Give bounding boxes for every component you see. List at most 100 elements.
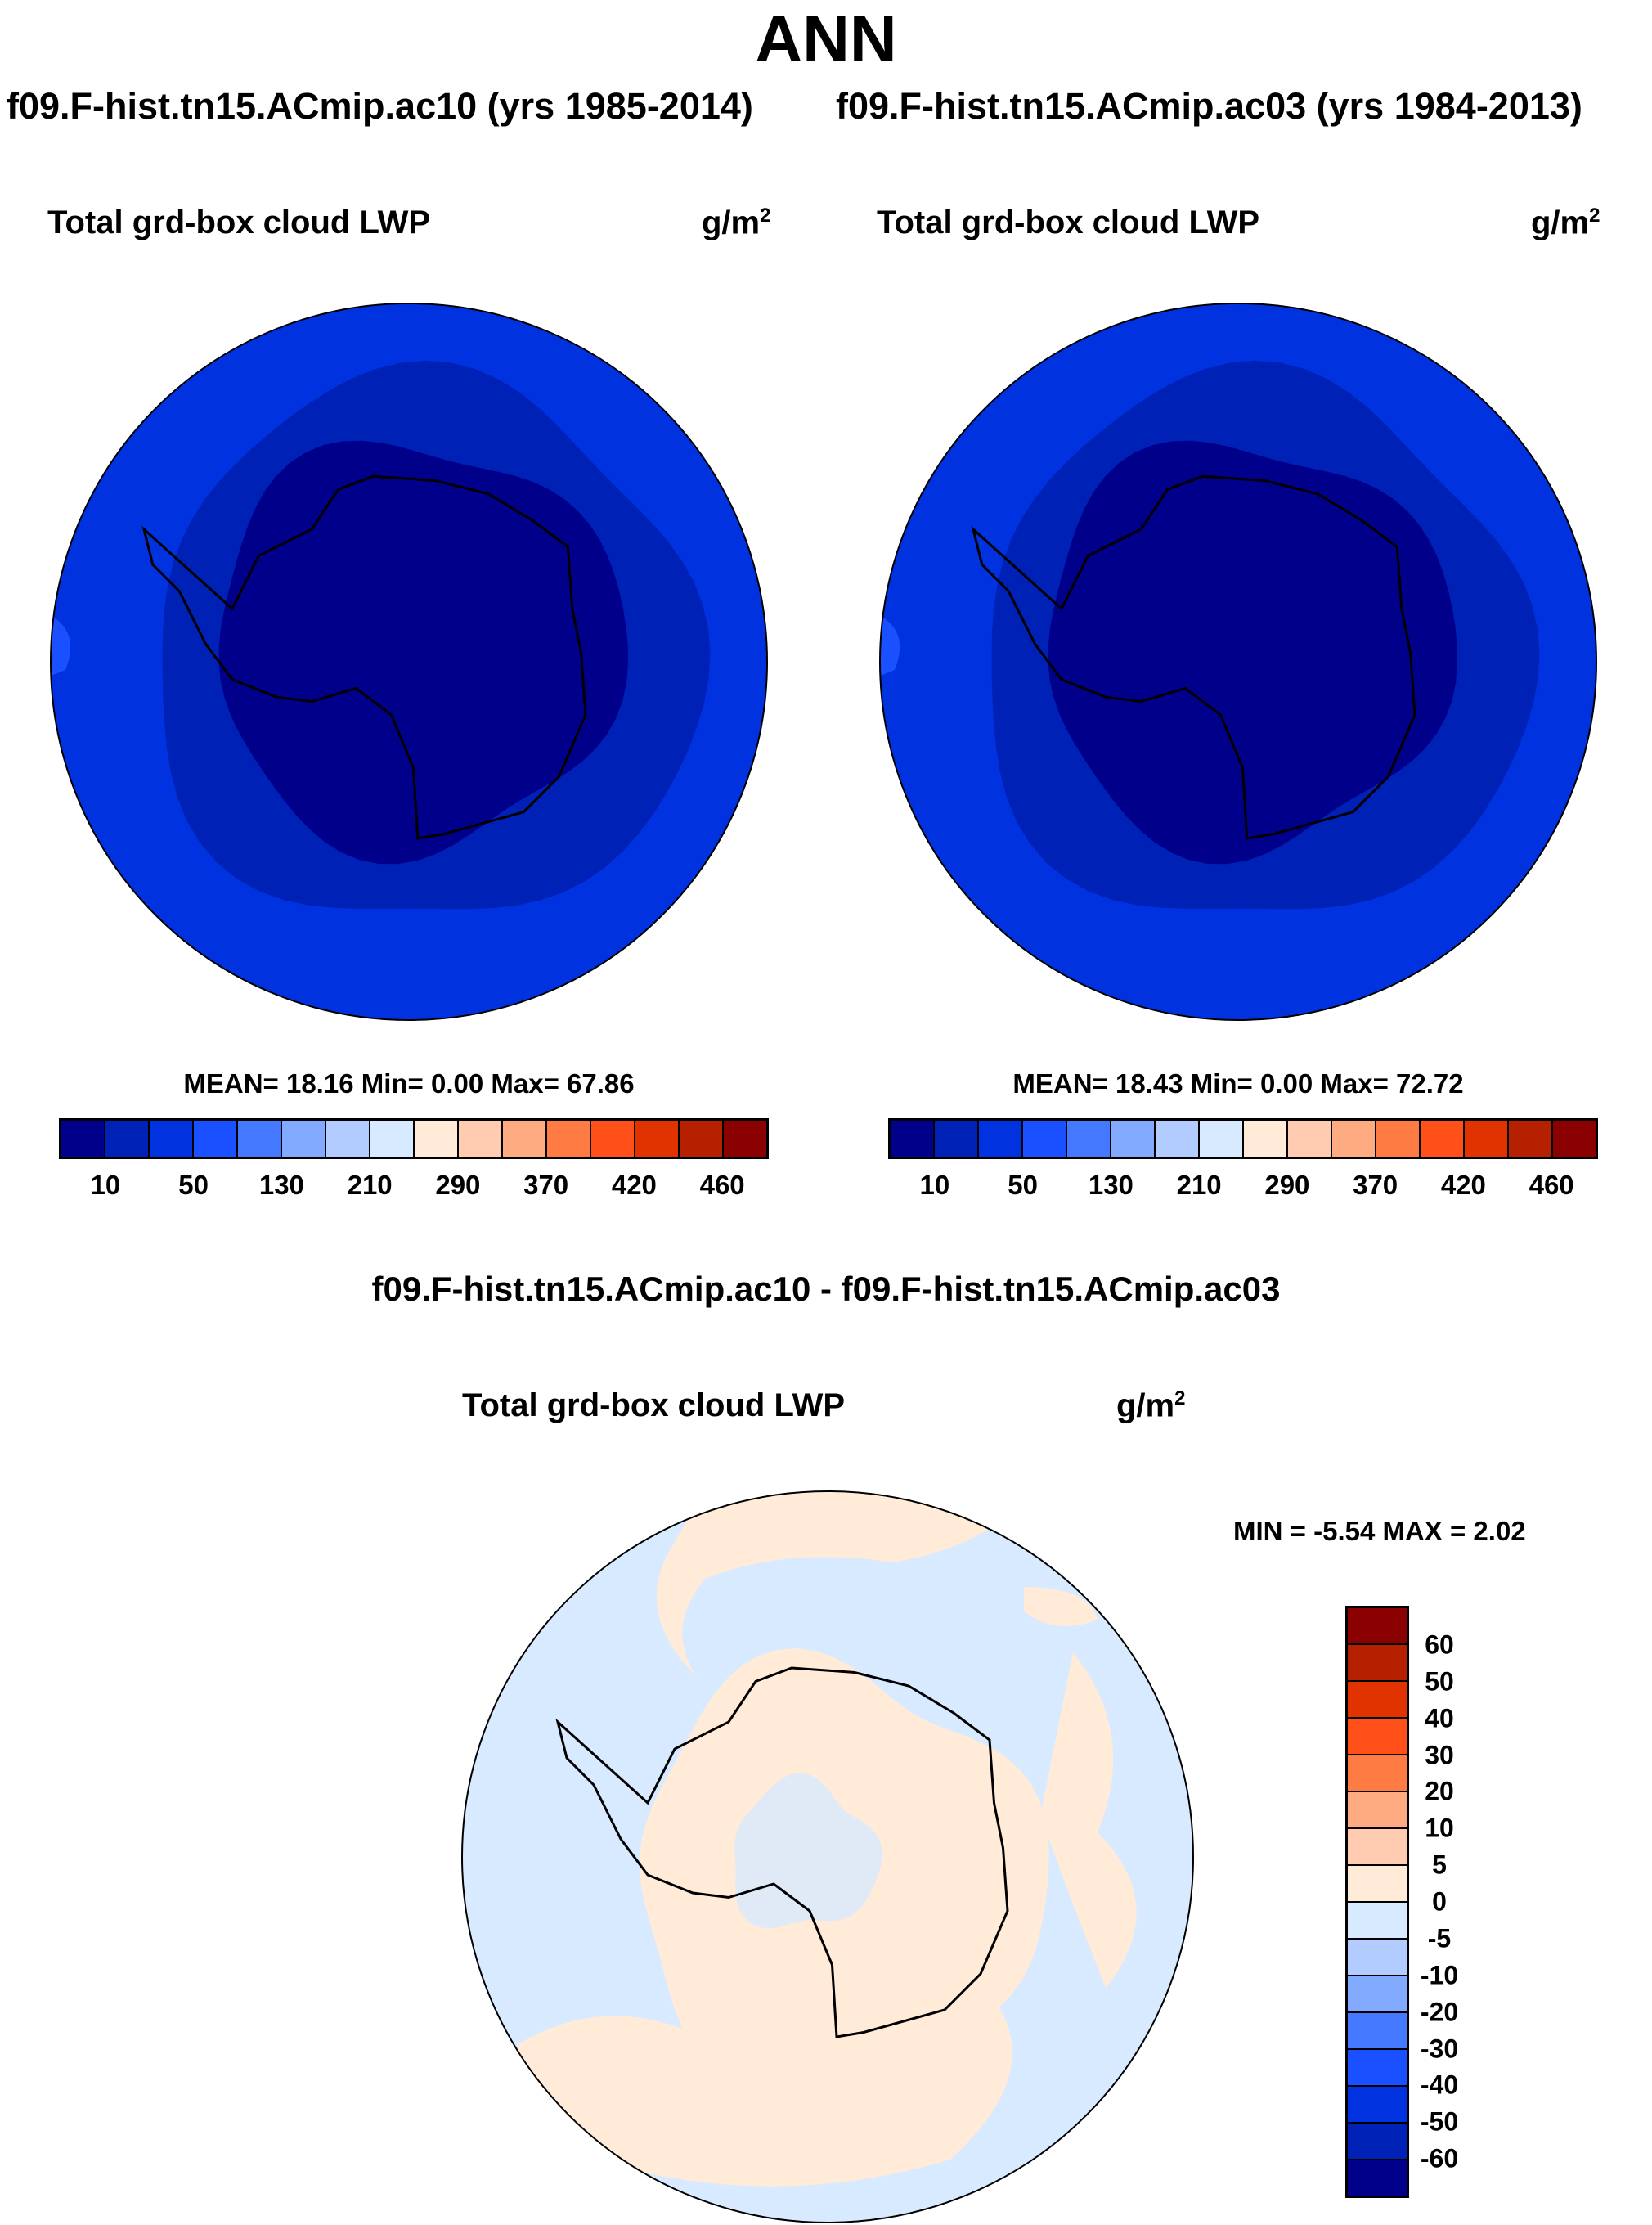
colorbar-tick-label: 460 — [699, 1170, 745, 1200]
colorbar-box — [1348, 2050, 1407, 2087]
panel2-map — [879, 303, 1597, 1021]
units-sup: 2 — [1589, 205, 1600, 227]
colorbar-box — [591, 1121, 635, 1157]
colorbar-box — [459, 1121, 503, 1157]
colorbar-tick-label: 370 — [1353, 1170, 1398, 1200]
colorbar-box — [1348, 1755, 1407, 1792]
colorbar-tick-label: -30 — [1420, 2034, 1459, 2063]
map-fill — [880, 303, 1596, 1020]
panel1-title: Total grd-box cloud LWP — [47, 205, 431, 240]
panel3-title: Total grd-box cloud LWP — [462, 1387, 846, 1423]
colorbar-box — [1244, 1121, 1288, 1157]
colorbar-box — [326, 1121, 370, 1157]
main-title: ANN — [755, 2, 897, 75]
colorbar-tick-label: 20 — [1425, 1776, 1454, 1806]
colorbar-box — [1348, 1976, 1407, 2013]
units-sup: 2 — [1174, 1387, 1186, 1409]
colorbar-box — [1348, 1792, 1407, 1829]
panel1-map — [50, 303, 768, 1021]
colorbar-box — [282, 1121, 326, 1157]
units-text: g/m — [1116, 1387, 1175, 1424]
colorbar-tick-label: 460 — [1529, 1170, 1574, 1200]
negative-region — [734, 1773, 882, 1929]
colorbar-tick-label: 10 — [1425, 1813, 1454, 1843]
colorbar-box — [370, 1121, 415, 1157]
units-text: g/m — [1531, 205, 1590, 241]
colorbar-box — [1348, 1940, 1407, 1976]
colorbar-tick-label: -20 — [1420, 1997, 1459, 2027]
map-border — [50, 303, 768, 1021]
colorbar-tick-label: 370 — [523, 1170, 569, 1200]
colorbar-tick-label: 10 — [90, 1170, 121, 1200]
colorbar-box — [1348, 1645, 1407, 1682]
colorbar-tick-label: 50 — [1008, 1170, 1038, 1200]
colorbar-box — [1288, 1121, 1332, 1157]
panel1-units: g/m2 — [702, 205, 770, 241]
colorbar-box — [891, 1121, 935, 1157]
colorbar-tick-label: 210 — [1176, 1170, 1222, 1200]
colorbar-box — [1348, 1682, 1407, 1719]
panel3-map — [461, 1490, 1194, 2223]
colorbar-tick-label: 130 — [258, 1170, 304, 1200]
colorbar-tick-label: 420 — [1440, 1170, 1486, 1200]
colorbar-box — [1348, 2087, 1407, 2124]
colorbar-tick-label: 30 — [1425, 1740, 1454, 1769]
contour-band-inner — [1048, 440, 1458, 865]
colorbar-box — [61, 1121, 105, 1157]
colorbar-box — [635, 1121, 680, 1157]
colorbar-box — [194, 1121, 238, 1157]
panel1-colorbar — [59, 1118, 769, 1159]
subtitle-right: f09.F-hist.tn15.ACmip.ac03 (yrs 1984-201… — [836, 85, 1582, 127]
colorbar-box — [1348, 2013, 1407, 2050]
colorbar-box — [1553, 1121, 1596, 1157]
units-sup: 2 — [760, 205, 771, 227]
map-border — [879, 303, 1597, 1021]
colorbar-box — [503, 1121, 547, 1157]
map-fill — [462, 1491, 1193, 2223]
colorbar-tick-label: 5 — [1432, 1850, 1447, 1880]
colorbar-tick-label: 130 — [1088, 1170, 1134, 1200]
panel3-colorbar — [1345, 1606, 1409, 2198]
panel2-units: g/m2 — [1531, 205, 1600, 241]
colorbar-box — [415, 1121, 459, 1157]
colorbar-tick-label: 420 — [611, 1170, 657, 1200]
panel2-stats: MEAN= 18.43 Min= 0.00 Max= 72.72 — [1012, 1068, 1464, 1099]
colorbar-tick-label: 10 — [919, 1170, 950, 1200]
colorbar-tick-label: 50 — [1425, 1666, 1454, 1697]
panel3-units: g/m2 — [1116, 1387, 1185, 1424]
colorbar-box — [150, 1121, 194, 1157]
colorbar-tick-label: 60 — [1425, 1629, 1454, 1660]
colorbar-box — [935, 1121, 979, 1157]
colorbar-box — [1332, 1121, 1376, 1157]
colorbar-box — [1348, 2124, 1407, 2160]
colorbar-box — [1348, 1608, 1407, 1645]
positive-region — [656, 1491, 1032, 1677]
colorbar-tick-label: -60 — [1420, 2143, 1459, 2173]
panel1-stats: MEAN= 18.16 Min= 0.00 Max= 67.86 — [183, 1068, 635, 1099]
units-text: g/m — [702, 205, 761, 241]
coastline — [971, 474, 1416, 840]
colorbar-tick-label: 0 — [1432, 1886, 1447, 1917]
panel2-title: Total grd-box cloud LWP — [877, 205, 1260, 240]
colorbar-box — [1156, 1121, 1200, 1157]
colorbar-tick-label: -50 — [1420, 2106, 1459, 2137]
colorbar-tick-label: 290 — [435, 1170, 481, 1200]
colorbar-box — [1023, 1121, 1067, 1157]
subtitle-left: f09.F-hist.tn15.ACmip.ac10 (yrs 1985-201… — [7, 85, 753, 127]
colorbar-box — [1348, 1903, 1407, 1940]
colorbar-box — [1111, 1121, 1156, 1157]
map-fill — [51, 303, 767, 1020]
contour-band-inner — [218, 440, 629, 865]
colorbar-tick-label: 210 — [347, 1170, 393, 1200]
colorbar-box — [1421, 1121, 1465, 1157]
colorbar-box — [1376, 1121, 1421, 1157]
colorbar-box — [238, 1121, 282, 1157]
panel2-colorbar — [888, 1118, 1598, 1159]
colorbar-box — [1348, 1829, 1407, 1866]
colorbar-tick-label: -40 — [1420, 2070, 1459, 2100]
positive-region — [1040, 1652, 1137, 1988]
colorbar-tick-label: -5 — [1427, 1923, 1452, 1953]
colorbar-box — [105, 1121, 150, 1157]
colorbar-tick-label: -10 — [1420, 1960, 1459, 1990]
colorbar-box — [1465, 1121, 1509, 1157]
